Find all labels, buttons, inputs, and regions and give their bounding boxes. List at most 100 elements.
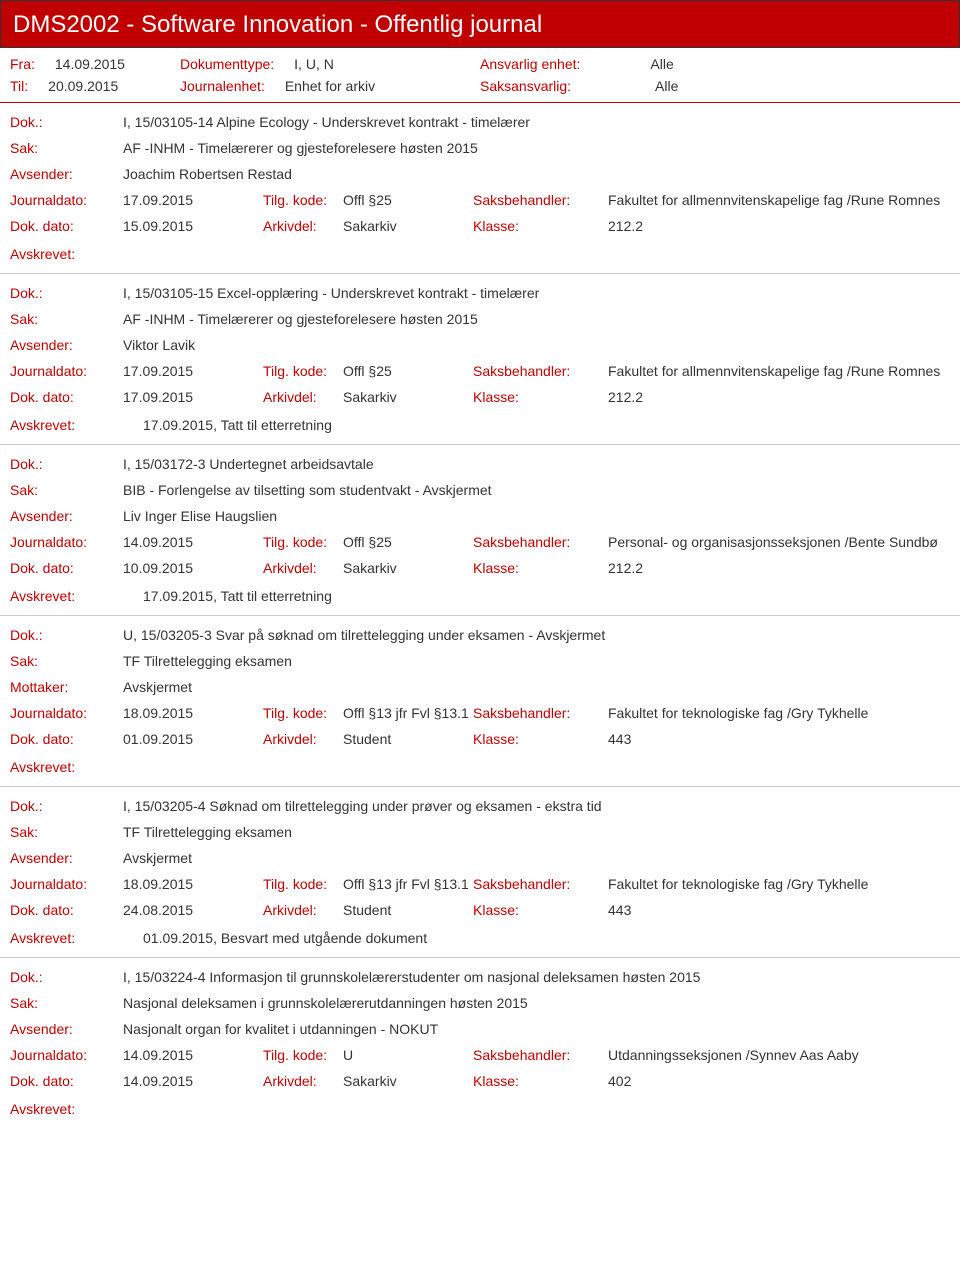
arkivdel-value: Student: [343, 731, 473, 747]
saksbehandler-label: Saksbehandler:: [473, 534, 608, 550]
doktype-label: Dokumenttype:: [180, 56, 274, 72]
saksansvarlig-label: Saksansvarlig:: [480, 78, 571, 94]
dok-label: Dok.:: [10, 798, 123, 814]
dok-label: Dok.:: [10, 969, 123, 985]
arkivdel-label: Arkivdel:: [263, 731, 343, 747]
dok-label: Dok.:: [10, 627, 123, 643]
arkivdel-label: Arkivdel:: [263, 1073, 343, 1089]
records-list: Dok.:I, 15/03105-14 Alpine Ecology - Und…: [0, 103, 960, 1128]
journal-record: Dok.:I, 15/03105-14 Alpine Ecology - Und…: [0, 103, 960, 273]
avskrevet-label: Avskrevet:: [10, 930, 123, 946]
dokdato-value: 17.09.2015: [123, 389, 263, 405]
saksbehandler-label: Saksbehandler:: [473, 705, 608, 721]
klasse-label: Klasse:: [473, 731, 608, 747]
filter-bar: Fra: 14.09.2015 Dokumenttype: I, U, N An…: [0, 48, 960, 103]
avskrevet-label: Avskrevet:: [10, 759, 123, 775]
dok-label: Dok.:: [10, 456, 123, 472]
tilgkode-label: Tilg. kode:: [263, 876, 343, 892]
tilgkode-value: Offl §25: [343, 192, 473, 208]
saksbehandler-value: Fakultet for teknologiske fag /Gry Tykhe…: [608, 876, 950, 892]
journaldato-label: Journaldato:: [10, 1047, 123, 1063]
tilgkode-value: U: [343, 1047, 473, 1063]
journaldato-label: Journaldato:: [10, 363, 123, 379]
arkivdel-label: Arkivdel:: [263, 218, 343, 234]
sak-label: Sak:: [10, 482, 123, 498]
dok-value: U, 15/03205-3 Svar på søknad om tilrette…: [123, 627, 605, 643]
sak-label: Sak:: [10, 653, 123, 669]
dok-value: I, 15/03224-4 Informasjon til grunnskole…: [123, 969, 700, 985]
saksbehandler-label: Saksbehandler:: [473, 876, 608, 892]
saksbehandler-label: Saksbehandler:: [473, 363, 608, 379]
journaldato-label: Journaldato:: [10, 876, 123, 892]
klasse-value: 443: [608, 731, 950, 747]
dokdato-value: 15.09.2015: [123, 218, 263, 234]
journaldato-label: Journaldato:: [10, 705, 123, 721]
sak-value: BIB - Forlengelse av tilsetting som stud…: [123, 482, 492, 498]
journaldato-label: Journaldato:: [10, 192, 123, 208]
dokdato-label: Dok. dato:: [10, 902, 123, 918]
saksbehandler-value: Fakultet for allmennvitenskapelige fag /…: [608, 192, 950, 208]
party-value: Viktor Lavik: [123, 337, 195, 353]
journaldato-value: 14.09.2015: [123, 534, 263, 550]
saksbehandler-value: Fakultet for teknologiske fag /Gry Tykhe…: [608, 705, 950, 721]
saksansvarlig-value: Alle: [655, 78, 678, 94]
journalenhet-label: Journalenhet:: [180, 78, 265, 94]
party-value: Avskjermet: [123, 850, 192, 866]
party-value: Nasjonalt organ for kvalitet i utdanning…: [123, 1021, 438, 1037]
dokdato-label: Dok. dato:: [10, 731, 123, 747]
dok-label: Dok.:: [10, 114, 123, 130]
tilgkode-label: Tilg. kode:: [263, 1047, 343, 1063]
arkivdel-label: Arkivdel:: [263, 902, 343, 918]
klasse-label: Klasse:: [473, 560, 608, 576]
avskrevet-label: Avskrevet:: [10, 417, 123, 433]
journal-record: Dok.:I, 15/03105-15 Excel-opplæring - Un…: [0, 273, 960, 444]
klasse-value: 212.2: [608, 560, 950, 576]
ansvarlig-enhet-label: Ansvarlig enhet:: [480, 56, 580, 72]
dok-value: I, 15/03205-4 Søknad om tilrettelegging …: [123, 798, 602, 814]
arkivdel-value: Sakarkiv: [343, 560, 473, 576]
avskrevet-label: Avskrevet:: [10, 246, 123, 262]
sak-value: Nasjonal deleksamen i grunnskolelærerutd…: [123, 995, 528, 1011]
party-label: Avsender:: [10, 337, 123, 353]
tilgkode-value: Offl §25: [343, 363, 473, 379]
saksbehandler-value: Utdanningsseksjonen /Synnev Aas Aaby: [608, 1047, 950, 1063]
journaldato-label: Journaldato:: [10, 534, 123, 550]
dokdato-label: Dok. dato:: [10, 560, 123, 576]
journaldato-value: 17.09.2015: [123, 192, 263, 208]
tilgkode-value: Offl §25: [343, 534, 473, 550]
arkivdel-label: Arkivdel:: [263, 389, 343, 405]
dok-value: I, 15/03105-15 Excel-opplæring - Undersk…: [123, 285, 539, 301]
doktype-value: I, U, N: [294, 56, 334, 72]
avskrevet-label: Avskrevet:: [10, 588, 123, 604]
sak-value: AF -INHM - Timelærerer og gjesteforelese…: [123, 311, 478, 327]
dokdato-value: 01.09.2015: [123, 731, 263, 747]
sak-value: TF Tilrettelegging eksamen: [123, 824, 292, 840]
sak-label: Sak:: [10, 140, 123, 156]
journalenhet-value: Enhet for arkiv: [285, 78, 375, 94]
klasse-value: 443: [608, 902, 950, 918]
arkivdel-label: Arkivdel:: [263, 560, 343, 576]
party-value: Joachim Robertsen Restad: [123, 166, 292, 182]
tilgkode-label: Tilg. kode:: [263, 363, 343, 379]
tilgkode-label: Tilg. kode:: [263, 192, 343, 208]
saksbehandler-label: Saksbehandler:: [473, 192, 608, 208]
klasse-label: Klasse:: [473, 902, 608, 918]
party-value: Liv Inger Elise Haugslien: [123, 508, 277, 524]
dokdato-value: 10.09.2015: [123, 560, 263, 576]
klasse-label: Klasse:: [473, 218, 608, 234]
journaldato-value: 17.09.2015: [123, 363, 263, 379]
arkivdel-value: Sakarkiv: [343, 389, 473, 405]
header-band: DMS2002 - Software Innovation - Offentli…: [0, 0, 960, 48]
klasse-value: 212.2: [608, 218, 950, 234]
party-label: Avsender:: [10, 850, 123, 866]
saksbehandler-value: Fakultet for allmennvitenskapelige fag /…: [608, 363, 950, 379]
sak-value: TF Tilrettelegging eksamen: [123, 653, 292, 669]
avskrevet-value: 01.09.2015, Besvart med utgående dokumen…: [143, 930, 427, 946]
journal-record: Dok.:I, 15/03224-4 Informasjon til grunn…: [0, 957, 960, 1128]
party-label: Avsender:: [10, 166, 123, 182]
til-label: Til:: [10, 78, 28, 94]
dok-value: I, 15/03105-14 Alpine Ecology - Underskr…: [123, 114, 530, 130]
sak-value: AF -INHM - Timelærerer og gjesteforelese…: [123, 140, 478, 156]
avskrevet-value: 17.09.2015, Tatt til etterretning: [143, 588, 332, 604]
journaldato-value: 14.09.2015: [123, 1047, 263, 1063]
